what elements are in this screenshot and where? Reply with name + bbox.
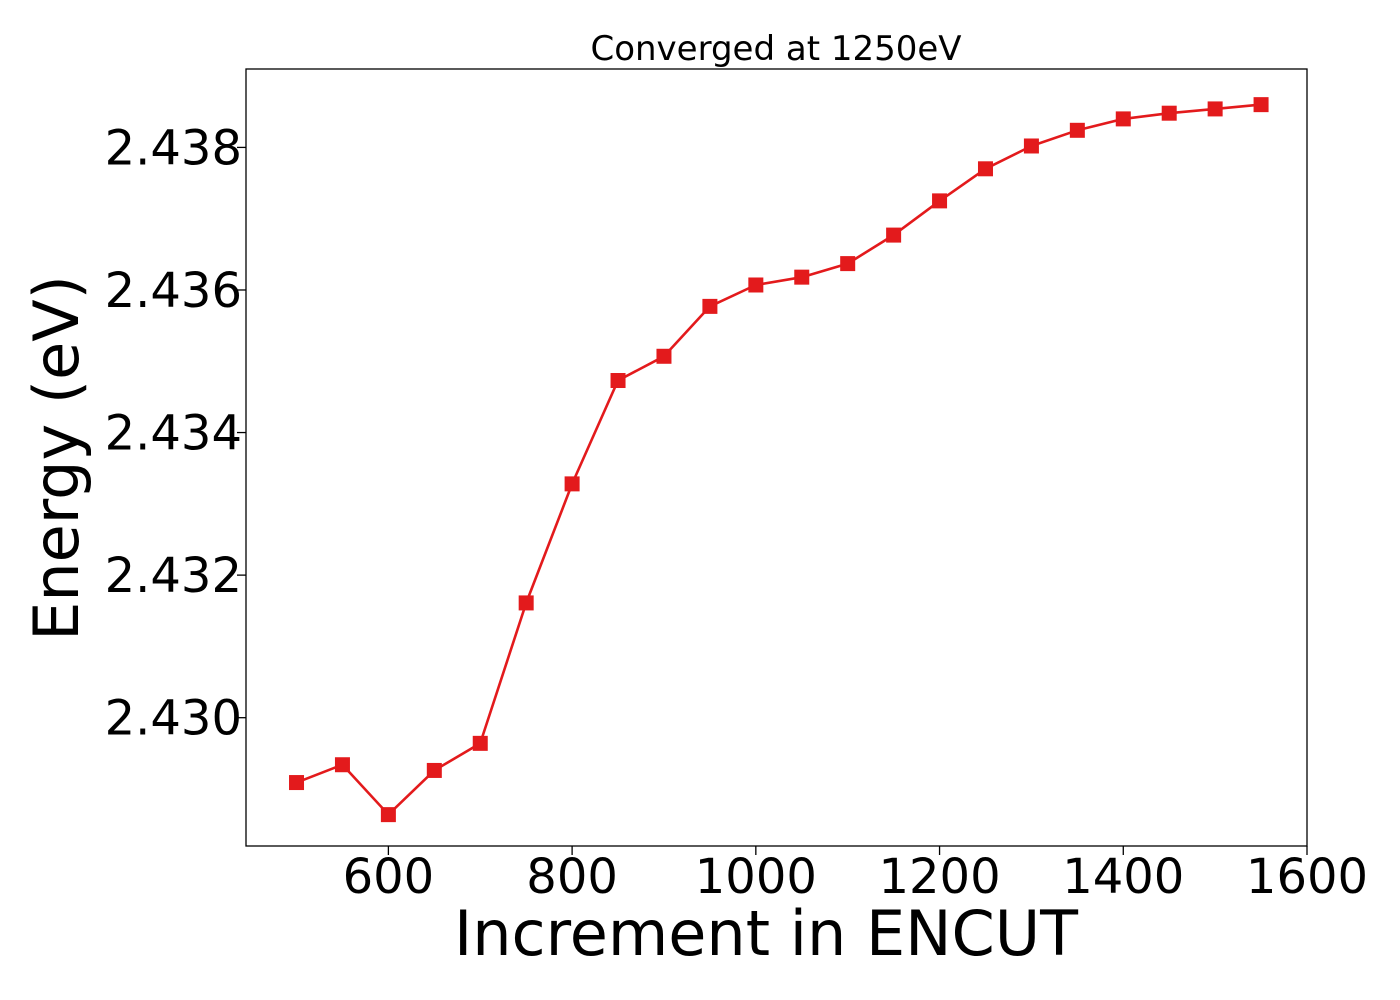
data-point — [518, 595, 534, 611]
data-point — [610, 373, 626, 389]
y-tick-label: 2.432 — [105, 548, 242, 604]
data-point — [380, 807, 396, 823]
data-point — [794, 269, 810, 285]
data-point — [702, 298, 718, 314]
data-point — [977, 161, 993, 177]
y-axis-label: Energy (eV) — [20, 275, 93, 641]
data-point — [1115, 111, 1131, 127]
data-point — [1207, 101, 1223, 117]
data-point — [289, 775, 305, 791]
data-point — [1161, 105, 1177, 121]
x-tick-label: 1600 — [1246, 849, 1368, 905]
data-point — [426, 762, 442, 778]
chart-title: Converged at 1250eV — [590, 29, 961, 69]
data-point — [334, 757, 350, 773]
x-tick-label: 1000 — [695, 849, 817, 905]
y-tick-label: 2.434 — [105, 406, 242, 462]
data-point — [564, 476, 580, 492]
data-point — [472, 735, 488, 751]
data-point — [932, 193, 948, 209]
x-tick-label: 600 — [343, 849, 435, 905]
data-point — [886, 227, 902, 243]
y-axis: 2.430 2.432 2.434 2.436 2.438 — [105, 120, 246, 747]
data-point — [1023, 138, 1039, 154]
data-point — [748, 277, 764, 293]
x-tick-label: 1200 — [878, 849, 1000, 905]
y-tick-label: 2.438 — [105, 120, 242, 176]
data-point — [1069, 122, 1085, 138]
plot-area — [289, 97, 1269, 823]
x-axis-label: Increment in ENCUT — [454, 897, 1079, 970]
data-point — [1253, 97, 1269, 113]
data-point — [656, 348, 672, 364]
x-axis: 600 800 1000 1200 1400 1600 — [343, 846, 1368, 905]
data-point — [840, 256, 856, 272]
x-tick-label: 1400 — [1062, 849, 1184, 905]
y-tick-label: 2.430 — [105, 691, 242, 747]
x-tick-label: 800 — [526, 849, 618, 905]
y-tick-label: 2.436 — [105, 263, 242, 319]
series-line — [296, 103, 1262, 816]
plot-frame — [245, 68, 1308, 847]
